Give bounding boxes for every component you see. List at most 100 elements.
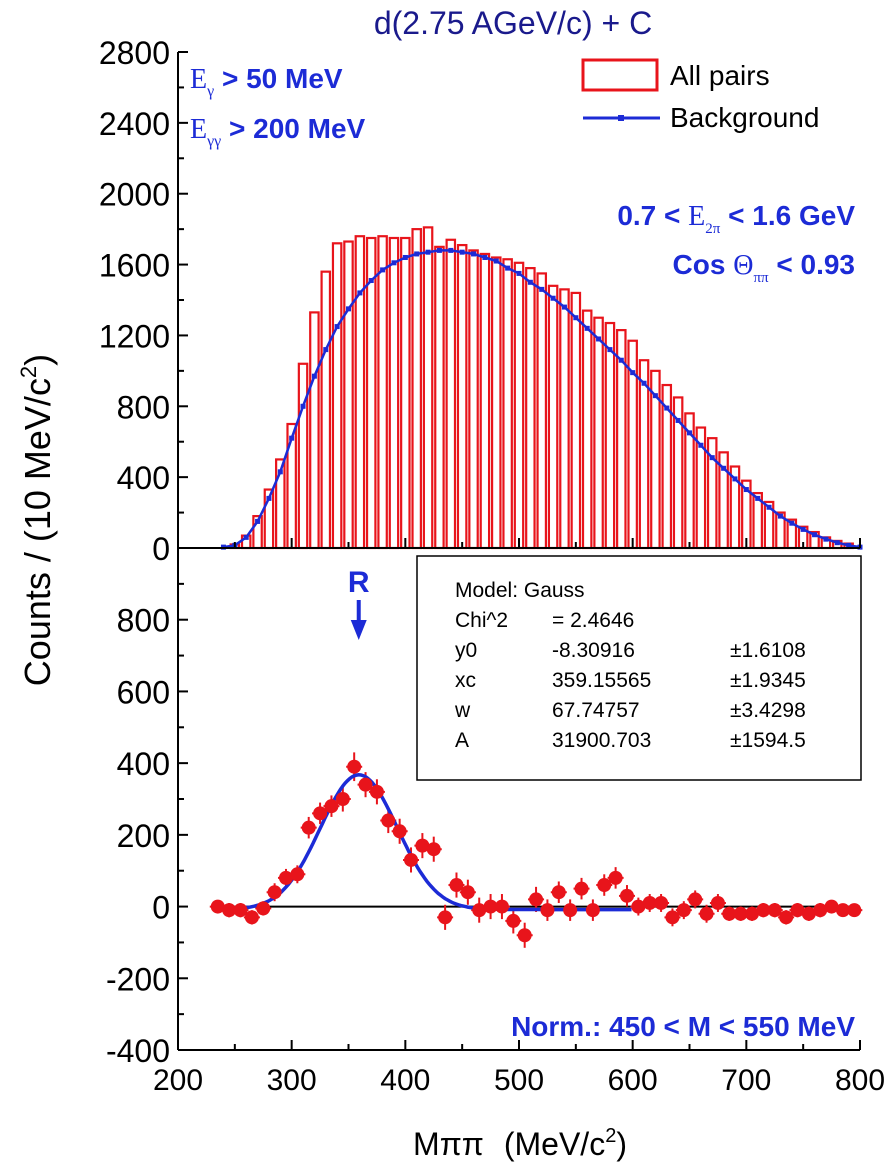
data-point [324,799,339,814]
cut-e-gamma-gamma: Eγγ > 200 MeV [190,113,366,150]
data-point [813,903,828,918]
data-point [494,899,509,914]
background-point [732,476,738,482]
background-point [664,405,670,411]
histogram-bar [445,238,457,550]
data-point [767,903,782,918]
gauss-fit-curve [229,773,632,912]
data-point [529,892,544,907]
data-point [597,878,612,893]
background-point [652,393,658,399]
background-point [425,249,431,255]
background-point [709,455,715,461]
histogram-bar [604,321,616,550]
fit-box-cell: = 2.4646 [552,609,634,632]
data-point [835,903,850,918]
data-point [506,913,521,928]
fit-box-cell: ±1594.5 [730,729,806,752]
data-point [222,903,237,918]
data-point [415,838,430,853]
histogram-bar [593,316,604,550]
histogram-bar [388,236,400,550]
background-point [607,347,613,353]
data-point [779,910,794,925]
background-point [834,540,840,546]
background-point [289,435,295,441]
fit-box-cell: 31900.703 [552,729,651,752]
histogram-bar [513,261,525,550]
background-point [539,286,545,292]
x-tick-label: 800 [835,1064,885,1097]
fit-box-cell: 359.15565 [552,669,651,692]
background-point [459,249,465,255]
x-tick-label: 300 [267,1064,317,1097]
fit-box-cell: y0 [455,639,477,662]
data-point [358,777,373,792]
histogram-bar [411,228,422,550]
bottom-y-tick-label: -200 [106,961,170,997]
background-point [596,336,602,342]
data-point [801,906,816,921]
cut-cos-theta: Cos Θππ < 0.93 [673,249,855,286]
background-point [823,536,829,542]
histogram-bar [434,245,445,550]
background-point [402,254,408,260]
background-point [755,495,761,501]
bottom-y-tick-label: 200 [117,818,170,854]
fit-box-cell: A [455,729,469,752]
fit-box-cell: ±1.6108 [730,639,806,662]
background-point [641,380,647,386]
fit-box-cell: Model: Gauss [455,579,585,602]
data-point [244,910,259,925]
x-tick-label: 200 [153,1064,203,1097]
data-points [210,759,862,943]
fit-box-cell: ±1.9345 [730,669,806,692]
data-point [404,852,419,867]
background-point [266,495,272,501]
background-point [346,306,351,312]
histogram-bar [456,243,468,550]
background-point [687,430,692,436]
top-y-tick-label: 2400 [99,106,170,142]
data-point [267,885,282,900]
background-point [436,247,442,253]
data-point [847,903,862,918]
background-point [766,504,772,510]
r-marker: R [348,566,370,640]
data-point [290,867,305,882]
background-point [527,279,533,285]
histogram-bar [297,362,309,550]
data-point [392,824,407,839]
histogram-bar [400,236,411,550]
data-point [676,903,691,918]
histogram-bar [525,267,536,550]
histogram-bar [309,311,320,550]
background-point [300,403,306,409]
histogram-bar [547,284,559,550]
histogram-bar [581,309,593,550]
histogram-bar [422,226,434,550]
x-tick-label: 400 [380,1064,430,1097]
background-point [482,254,488,260]
background-point [414,251,420,257]
data-point [256,901,271,916]
x-axis-label: Mππ (MeV/c2) [413,1125,627,1162]
background-point [471,251,477,257]
background-point [846,542,852,548]
data-point [710,895,725,910]
background-point [368,278,374,284]
top-panel-axes: 0 400 800 1200 1600 2000 2400 2800 [99,35,861,567]
r-arrow-label: R [348,566,370,599]
cuts-right: 0.7 < E2π < 1.6 GeV Cos Θππ < 0.93 [617,200,855,286]
background-point [675,417,681,423]
histogram-bar [502,258,513,550]
fit-box-cell: -8.30916 [552,639,635,662]
data-point [460,885,475,900]
data-point [233,903,248,918]
normalization-text: Norm.: 450 < M < 550 MeV [511,1011,855,1042]
histogram-bar [536,272,548,550]
histogram-bar [479,252,491,550]
fit-box-cell: 67.74757 [552,699,640,722]
top-y-tick-label: 400 [117,460,170,496]
background-point [561,304,567,310]
